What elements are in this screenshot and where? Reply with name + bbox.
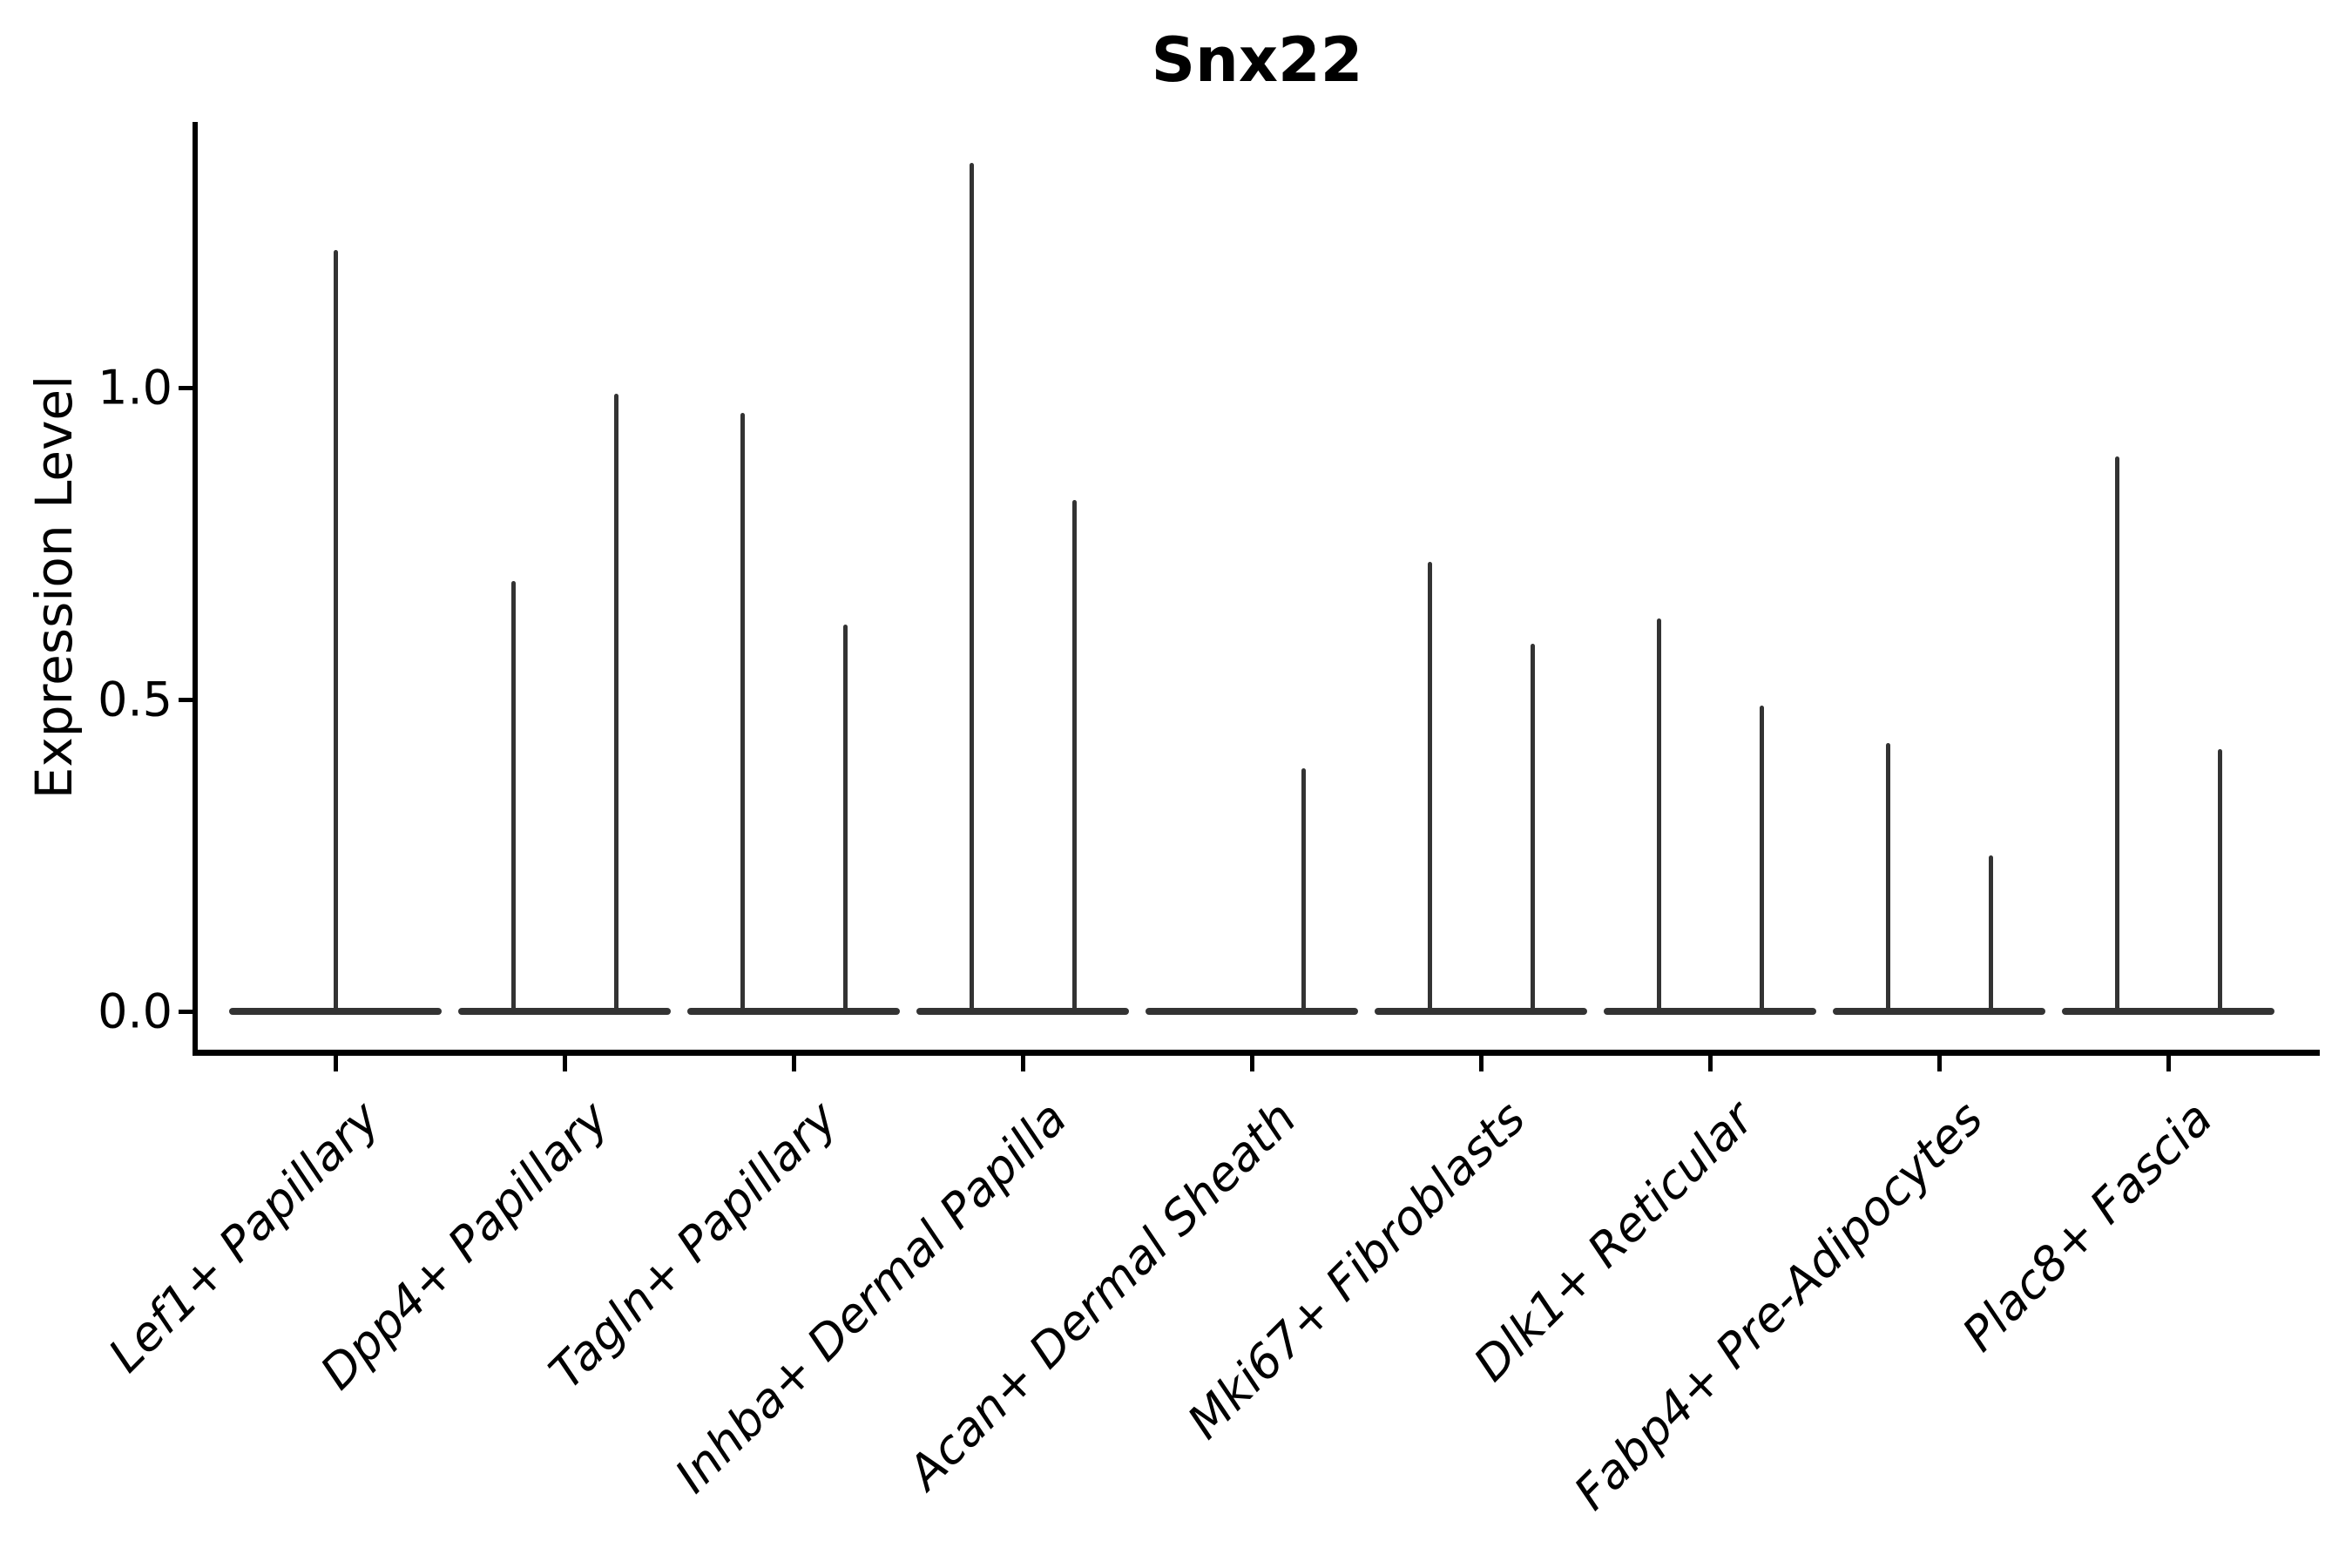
x-tick-mark [1708,1056,1713,1071]
x-axis-spine [193,1050,2320,1056]
violin-spike [842,625,848,1015]
chart-title: Snx22 [1151,24,1363,96]
violin-spike [1071,499,1077,1015]
y-tick-label: 0.0 [98,983,172,1039]
violin-baseline [1146,1008,1358,1015]
x-tick-mark [2166,1056,2171,1071]
x-tick-mark [1250,1056,1254,1071]
violin-spike [2217,749,2222,1015]
violin-baseline [916,1008,1129,1015]
x-tick-mark [792,1056,796,1071]
x-tick-mark [1021,1056,1025,1071]
x-tick-mark [334,1056,338,1071]
y-tick-label: 0.5 [98,672,172,727]
violin-spike [1427,562,1432,1015]
y-tick-label: 1.0 [98,360,172,416]
violin-spike [510,580,516,1015]
violin-baseline [2062,1008,2274,1015]
violin-spike [969,163,974,1015]
x-tick-label: Acan+ Dermal Sheath [896,1091,1307,1500]
violin-baseline [458,1008,671,1015]
violin-spike [613,394,618,1015]
violin-spike [740,412,745,1015]
violin-spike [1885,743,1890,1015]
violin-baseline [1604,1008,1816,1015]
y-axis-label: Expression Level [24,375,84,800]
x-tick-mark [1479,1056,1484,1071]
violin-baseline [1833,1008,2045,1015]
x-tick-mark [563,1056,567,1071]
violin-spike [1759,706,1764,1015]
violin-spike [1530,643,1535,1015]
y-tick-mark [179,1010,193,1014]
violin-spike [2114,456,2119,1015]
y-tick-mark [179,698,193,702]
violin-baseline [1375,1008,1587,1015]
x-tick-mark [1937,1056,1942,1071]
violin-spike [1656,618,1661,1015]
x-tick-label: Inhba+ Dermal Papilla [664,1091,1078,1504]
violin-spike [1301,767,1306,1015]
violin-spike [1988,855,1993,1015]
violin-baseline [687,1008,900,1015]
y-axis-spine [193,122,198,1055]
y-tick-mark [179,386,193,390]
x-tick-label: Plac8+ Fascia [1951,1091,2223,1362]
x-tick-label: Fabp4+ Pre-Adipocytes [1564,1091,1994,1521]
violin-spike [333,250,338,1015]
